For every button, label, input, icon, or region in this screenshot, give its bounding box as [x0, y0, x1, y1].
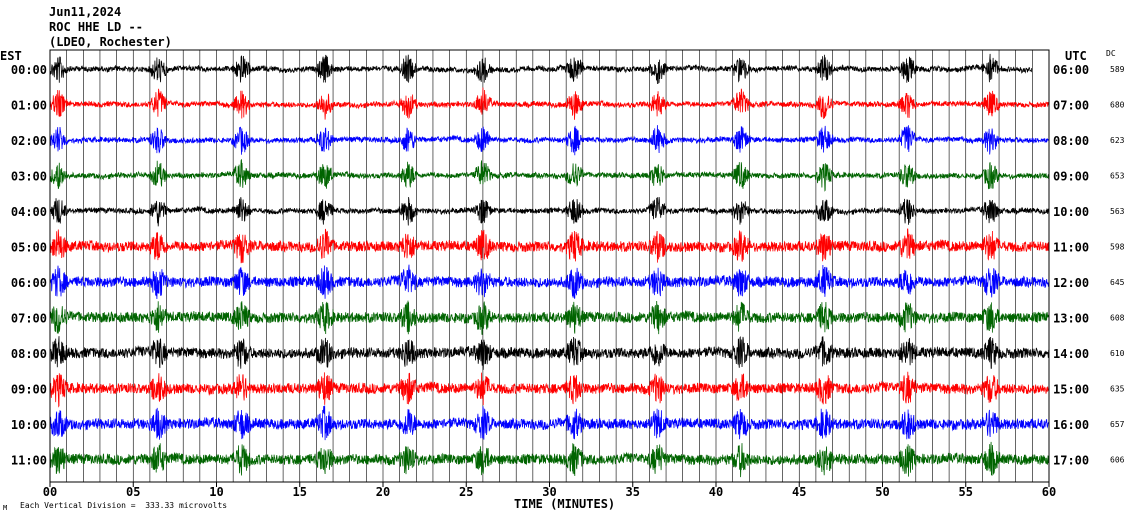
dc-value: 563: [1110, 207, 1125, 216]
header-date: Jun11,2024: [49, 5, 122, 19]
trace-line: [49, 53, 1033, 85]
x-tick-label: 20: [376, 485, 390, 499]
trace-line: [49, 125, 1049, 156]
x-tick-label: 05: [126, 485, 140, 499]
x-tick-label: 30: [542, 485, 556, 499]
dc-value: 657: [1110, 420, 1125, 429]
x-tick-label: 45: [792, 485, 806, 499]
trace-line: [49, 336, 1050, 370]
est-time-label: 00:00: [11, 63, 47, 77]
dc-value: 598: [1110, 243, 1125, 252]
est-time-label: 11:00: [11, 454, 47, 468]
trace-line: [49, 371, 1050, 408]
est-time-label: 09:00: [11, 383, 47, 397]
trace-line: [49, 228, 1050, 264]
x-axis-title: TIME (MINUTES): [514, 497, 615, 511]
header-station: ROC HHE LD --: [49, 20, 143, 34]
est-time-label: 03:00: [11, 170, 47, 184]
x-tick-label: 15: [293, 485, 307, 499]
est-axis-label: EST: [0, 49, 22, 63]
x-tick-label: 10: [209, 485, 223, 499]
utc-time-label: 13:00: [1053, 312, 1089, 326]
dc-value: 608: [1110, 314, 1125, 323]
grid-lines: [66, 50, 1033, 482]
utc-time-label: 15:00: [1053, 383, 1089, 397]
scale-note: Each Vertical Division = 333.33 microvol…: [20, 501, 227, 510]
x-tick-label: 60: [1042, 485, 1056, 499]
dc-value: 680: [1110, 101, 1125, 110]
x-tick-label: 00: [43, 485, 57, 499]
trace-line: [49, 300, 1050, 335]
est-time-label: 01:00: [11, 99, 47, 113]
est-time-label: 08:00: [11, 347, 47, 361]
axis-labels: 00 05 10 15 20 25 30 35 40 45 50 55 60 00:00 06:00 589 0…: [11, 63, 1125, 499]
utc-time-label: 11:00: [1053, 241, 1089, 255]
dc-value: 589: [1110, 65, 1125, 74]
est-time-label: 06:00: [11, 276, 47, 290]
trace-line: [49, 159, 1050, 192]
est-time-label: 05:00: [11, 241, 47, 255]
seismic-traces: [49, 53, 1050, 478]
utc-time-label: 12:00: [1053, 276, 1089, 290]
dc-value: 610: [1110, 349, 1125, 358]
dc-value: 653: [1110, 172, 1125, 181]
utc-time-label: 07:00: [1053, 99, 1089, 113]
est-time-label: 02:00: [11, 134, 47, 148]
trace-line: [49, 264, 1049, 300]
utc-time-label: 08:00: [1053, 134, 1089, 148]
dc-value: 606: [1110, 456, 1125, 465]
utc-time-label: 10:00: [1053, 205, 1089, 219]
utc-axis-label: UTC: [1065, 49, 1087, 63]
utc-time-label: 14:00: [1053, 347, 1089, 361]
utc-time-label: 17:00: [1053, 454, 1089, 468]
est-time-label: 10:00: [11, 418, 47, 432]
utc-time-label: 09:00: [1053, 170, 1089, 184]
dc-value: 623: [1110, 136, 1125, 145]
dc-label: DC: [1106, 49, 1116, 58]
x-tick-label: 40: [709, 485, 723, 499]
utc-time-label: 06:00: [1053, 63, 1089, 77]
x-tick-label: 35: [626, 485, 640, 499]
corner-mark: M: [3, 504, 7, 512]
est-time-label: 04:00: [11, 205, 47, 219]
header-network: (LDEO, Rochester): [49, 35, 172, 49]
x-tick-label: 25: [459, 485, 473, 499]
trace-line: [49, 87, 1050, 120]
x-tick-label: 50: [875, 485, 889, 499]
dc-value: 645: [1110, 278, 1125, 287]
trace-line: [49, 441, 1050, 478]
x-tick-label: 55: [959, 485, 973, 499]
est-time-label: 07:00: [11, 312, 47, 326]
trace-line: [49, 196, 1049, 227]
trace-line: [49, 405, 1050, 441]
utc-time-label: 16:00: [1053, 418, 1089, 432]
dc-value: 635: [1110, 385, 1125, 394]
